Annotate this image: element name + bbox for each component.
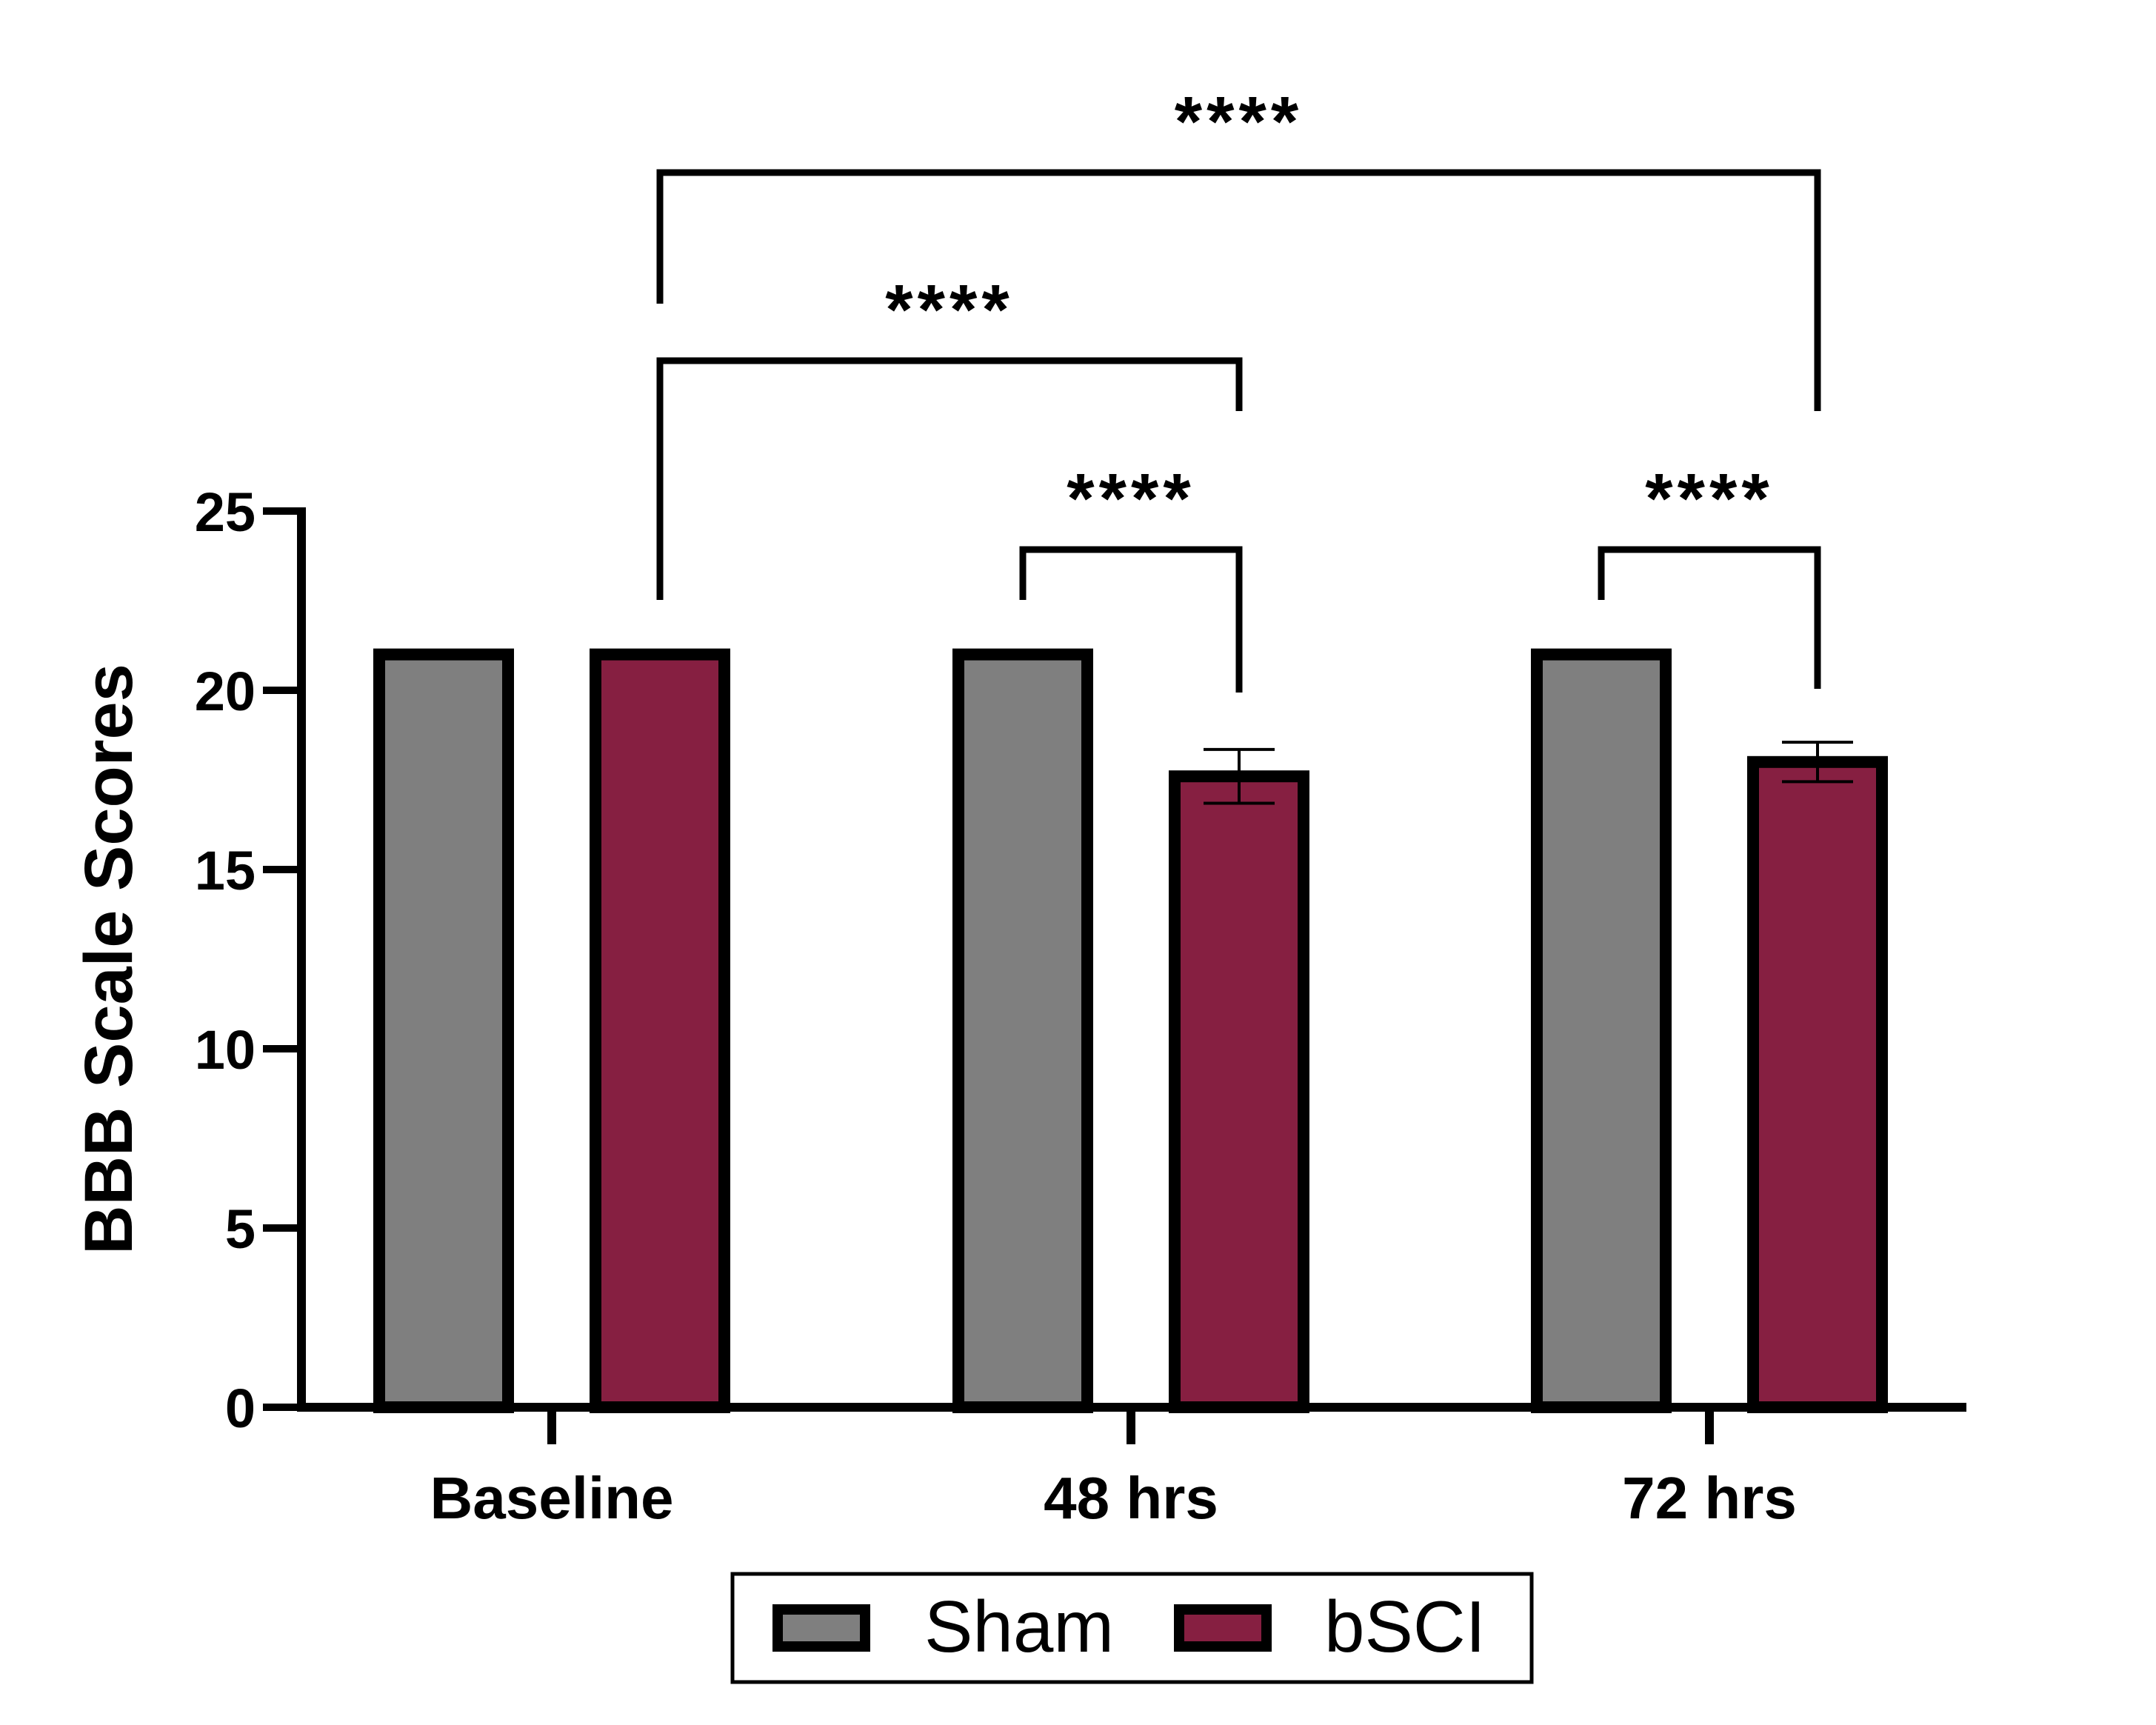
significance-bracket — [656, 357, 1243, 600]
significance-label: **** — [1067, 459, 1195, 538]
y-tick-label: 25 — [195, 481, 256, 543]
y-tick-label: 20 — [195, 661, 256, 722]
y-tick-label: 0 — [225, 1378, 256, 1439]
x-tick-label: 48 hrs — [1044, 1465, 1218, 1531]
legend: Sham bSCI — [730, 1572, 1534, 1684]
significance-label: **** — [1175, 82, 1303, 161]
significance-label: **** — [885, 270, 1013, 350]
x-tick-label: 72 hrs — [1622, 1465, 1797, 1531]
bar-sham-2 — [1531, 648, 1672, 1413]
y-axis-title: BBB Scale Scores — [71, 664, 147, 1255]
significance-bracket — [1019, 546, 1243, 693]
bar-bsci-0 — [590, 648, 730, 1413]
axes: 0 5 10 15 20 25 Baseline 48 hrs 72 hrs — [195, 481, 1966, 1531]
significance-bracket — [656, 169, 1821, 411]
y-tick-label: 5 — [225, 1198, 256, 1260]
legend-frame — [730, 1572, 1534, 1684]
legend-swatch-bscia — [1174, 1604, 1272, 1652]
legend-label-bsci: bSCI — [1324, 1586, 1486, 1667]
bar-sham-1 — [952, 648, 1093, 1413]
significance-label: **** — [1645, 459, 1773, 538]
bar-bsci-2 — [1747, 755, 1888, 1414]
legend-label-sham: Sham — [924, 1586, 1114, 1667]
bar-sham-0 — [373, 648, 514, 1413]
y-tick-label: 15 — [195, 840, 256, 901]
significance-brackets: **** **** **** **** — [656, 82, 1821, 693]
significance-bracket — [1598, 546, 1821, 689]
x-tick-label: Baseline — [430, 1465, 673, 1531]
bars — [373, 648, 1888, 1414]
legend-swatch-sham — [772, 1604, 870, 1652]
y-tick-label: 10 — [195, 1019, 256, 1081]
bar-bsci-1 — [1169, 770, 1309, 1414]
